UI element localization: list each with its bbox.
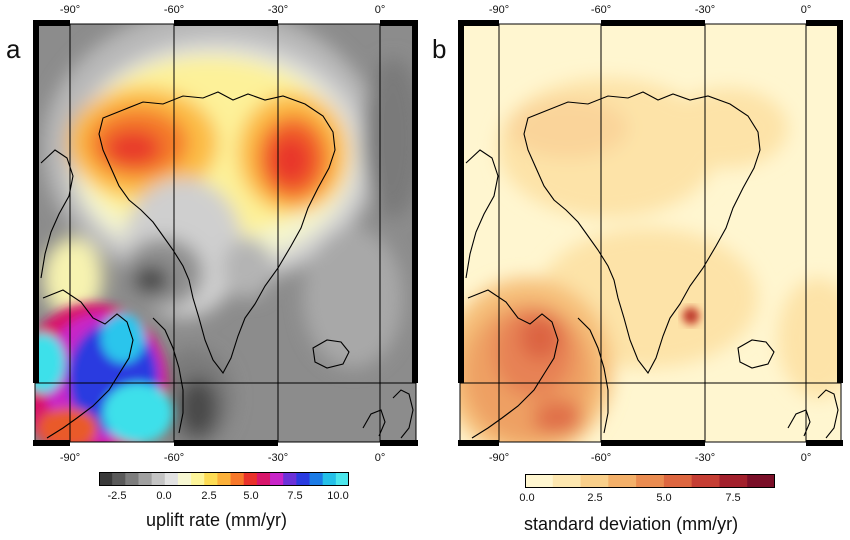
colorbar-swatch (580, 474, 609, 488)
colorbar-tick-label: 10.0 (327, 490, 349, 502)
colorbar-swatch (608, 474, 637, 488)
bottom-tick-label: 0° (800, 452, 812, 464)
colorbar-swatch (335, 472, 349, 486)
colorbar-swatch (191, 472, 205, 486)
top-tick-label: -30° (694, 4, 716, 16)
graticule (460, 24, 841, 442)
colorbar-swatch (283, 472, 297, 486)
uplift-rate-map (33, 18, 418, 448)
colorbar-tick-label: 7.5 (725, 492, 741, 504)
std-dev-field (460, 24, 841, 442)
top-tick-label: -30° (267, 4, 289, 16)
colorbar-swatch (125, 472, 139, 486)
bottom-tick-label: -30° (267, 452, 289, 464)
colorbar-swatch (747, 474, 775, 488)
colorbar-swatch (525, 474, 554, 488)
colorbar-swatch (138, 472, 153, 486)
colorbar-outline (525, 474, 775, 488)
colorbar-swatch (322, 472, 337, 486)
colorbar-swatch (177, 472, 192, 486)
standard-deviation-map (458, 18, 843, 448)
colorbar-outline (99, 472, 349, 486)
bottom-tick-label: -90° (59, 452, 81, 464)
bottom-tick-label: -30° (694, 452, 716, 464)
bottom-tick-label: -60° (590, 452, 612, 464)
colorbar-swatch (309, 472, 324, 486)
graticule (35, 24, 416, 442)
colorbar-swatch (243, 472, 258, 486)
std-dev-colorbar (525, 474, 775, 488)
colorbar-swatch (112, 472, 126, 486)
colorbar-swatch (296, 472, 311, 486)
colorbar-tick-label: 2.5 (201, 490, 217, 502)
colorbar-tick-label: 2.5 (587, 492, 603, 504)
coastline (465, 91, 839, 439)
colorbar-swatch (204, 472, 218, 486)
top-tick-label: -90° (488, 4, 510, 16)
top-tick-label: -60° (163, 4, 185, 16)
colorbar-title: uplift rate (mm/yr) (146, 510, 288, 530)
colorbar-swatch (217, 472, 232, 486)
uplift-colorbar (99, 472, 349, 486)
colorbar-swatch (270, 472, 284, 486)
coastline (40, 91, 414, 439)
colorbar-tick-label: 5.0 (243, 490, 259, 502)
colorbar-swatch (636, 474, 665, 488)
colorbar-swatch (691, 474, 720, 488)
colorbar-swatch (552, 474, 582, 488)
colorbar-swatch (663, 474, 693, 488)
panel-label-a: a (6, 34, 21, 64)
top-tick-label: 0° (374, 4, 386, 16)
colorbar-tick-label: -2.5 (107, 490, 127, 502)
top-tick-label: -90° (59, 4, 81, 16)
map-frame-border (33, 20, 418, 446)
colorbar-tick-label: 0.0 (519, 492, 535, 504)
top-tick-label: -60° (590, 4, 612, 16)
bottom-tick-label: -60° (163, 452, 185, 464)
top-tick-label: 0° (800, 4, 812, 16)
colorbar-swatch (719, 474, 748, 488)
bottom-tick-label: 0° (374, 452, 386, 464)
panel-label-b: b (432, 34, 447, 64)
bottom-tick-label: -90° (488, 452, 510, 464)
colorbar-swatch (164, 472, 179, 486)
uplift-field (35, 24, 416, 442)
colorbar-swatch (230, 472, 245, 486)
map-frame-border (458, 20, 843, 446)
colorbar-tick-label: 0.0 (156, 490, 172, 502)
colorbar-tick-label: 5.0 (656, 492, 672, 504)
colorbar-tick-label: 7.5 (287, 490, 303, 502)
colorbar-swatch (256, 472, 271, 486)
colorbar-swatch (151, 472, 166, 486)
colorbar-title: standard deviation (mm/yr) (524, 514, 739, 534)
colorbar-swatch (99, 472, 113, 486)
